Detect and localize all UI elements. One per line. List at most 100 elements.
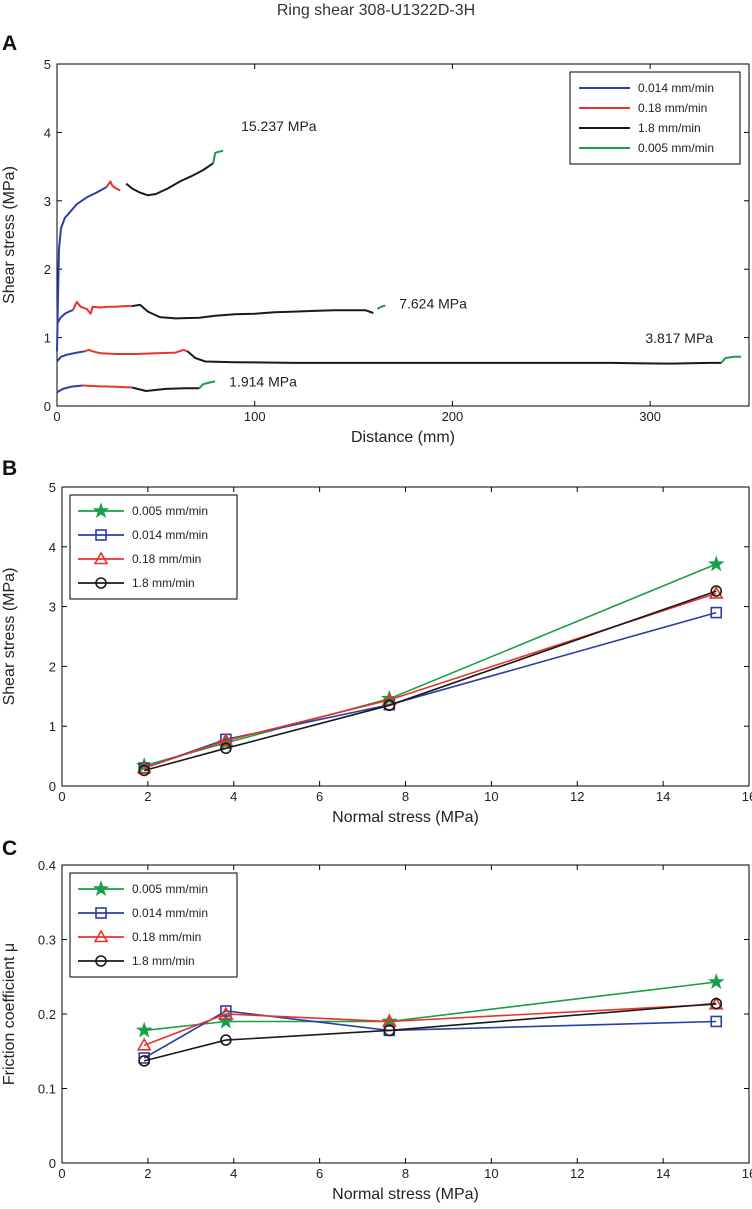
curve-segment xyxy=(198,380,216,389)
x-tick-label: 300 xyxy=(639,409,661,424)
x-axis-label: Normal stress (MPa) xyxy=(332,1186,479,1203)
y-tick-label: 5 xyxy=(49,480,56,495)
marker-square xyxy=(220,1005,232,1017)
marker-square xyxy=(710,606,723,619)
marker-triangle xyxy=(93,551,109,565)
marker-circle xyxy=(220,742,232,755)
chart-panel-c: 0 2 4 6 8 10 12 14 16 0 0.1 0.2 0.3 0.4 Normal stress … xyxy=(1,858,752,1203)
x-axis-label: Normal stress (MPa) xyxy=(332,809,479,826)
curve-segment xyxy=(56,384,83,394)
marker-star xyxy=(92,502,110,519)
marker-circle xyxy=(95,577,107,589)
curve-segment xyxy=(84,348,188,355)
x-tick-label: 12 xyxy=(570,1166,584,1181)
normal-stress-label: 3.817 MPa xyxy=(645,330,713,346)
marker-star xyxy=(92,880,110,897)
y-tick-label: 5 xyxy=(44,57,51,72)
marker-circle xyxy=(220,1034,232,1046)
y-tick-label: 0 xyxy=(44,399,51,414)
curve-segment xyxy=(56,186,107,352)
y-tick-label: 0.2 xyxy=(38,1007,56,1022)
x-axis-label: Distance (mm) xyxy=(351,429,455,446)
panel-label-c: C xyxy=(2,837,18,860)
marker-star xyxy=(707,555,725,572)
x-tick-label: 6 xyxy=(316,789,323,804)
y-axis-label: Friction coefficient μ xyxy=(1,943,18,1085)
marker-circle xyxy=(138,764,150,777)
legend-label: 0.18 mm/min xyxy=(638,101,707,115)
series-line xyxy=(143,1010,717,1059)
curve-segment xyxy=(376,304,386,310)
legend-label: 0.18 mm/min xyxy=(132,552,201,566)
x-tick-label: 10 xyxy=(484,1166,498,1181)
x-tick-label: 6 xyxy=(316,1166,323,1181)
legend-label: 0.18 mm/min xyxy=(132,930,201,944)
curve-segment xyxy=(56,350,85,363)
marker-circle xyxy=(138,1055,150,1067)
marker-star xyxy=(707,973,725,990)
x-tick-label: 0 xyxy=(58,1166,65,1181)
legend-label: 0.014 mm/min xyxy=(638,81,714,95)
curve-segment xyxy=(82,384,133,389)
x-tick-label: 14 xyxy=(656,789,670,804)
x-tick-label: 14 xyxy=(656,1166,670,1181)
curve-segment xyxy=(56,309,74,325)
x-tick-label: 4 xyxy=(230,789,237,804)
marker-square xyxy=(138,1052,150,1064)
marker-square xyxy=(710,1015,723,1028)
x-tick-label: 10 xyxy=(484,789,498,804)
curve-segment xyxy=(131,303,374,320)
y-tick-label: 0 xyxy=(49,1156,56,1171)
legend-label: 0.014 mm/min xyxy=(132,906,208,920)
series-line xyxy=(143,590,717,772)
series-line xyxy=(143,1003,717,1047)
normal-stress-label: 15.237 MPa xyxy=(241,118,317,134)
curve-segment xyxy=(212,149,224,164)
marker-star xyxy=(381,689,398,706)
y-tick-label: 0.3 xyxy=(38,933,56,948)
marker-triangle xyxy=(218,732,234,746)
x-tick-label: 0 xyxy=(53,409,60,424)
marker-square xyxy=(95,907,107,919)
x-tick-label: 12 xyxy=(570,789,584,804)
curve-segment xyxy=(186,350,722,365)
y-tick-label: 1 xyxy=(44,331,51,346)
y-tick-label: 3 xyxy=(49,600,56,615)
series-line xyxy=(144,1002,717,1062)
x-tick-label: 8 xyxy=(402,1166,409,1181)
normal-stress-label: 7.624 MPa xyxy=(399,295,467,311)
y-axis-label: Shear stress (MPa) xyxy=(1,166,18,304)
panel-label-a: A xyxy=(2,32,18,55)
x-tick-label: 8 xyxy=(402,789,409,804)
series-line xyxy=(143,592,717,769)
y-tick-label: 2 xyxy=(49,659,56,674)
marker-star xyxy=(135,1021,153,1038)
legend-label: 0.014 mm/min xyxy=(132,528,208,542)
x-tick-label: 100 xyxy=(244,409,266,424)
y-tick-label: 4 xyxy=(49,540,56,555)
plot-frame xyxy=(56,63,750,407)
y-tick-label: 2 xyxy=(44,262,51,277)
curve-segment xyxy=(105,180,121,192)
figure-title: Ring shear 308-U1322D-3H xyxy=(276,2,476,19)
marker-circle xyxy=(710,585,723,597)
y-tick-label: 3 xyxy=(44,194,51,209)
legend-label: 1.8 mm/min xyxy=(638,121,701,135)
x-tick-label: 16 xyxy=(742,1166,752,1181)
panel-label-b: B xyxy=(2,457,18,480)
curve-segment xyxy=(125,162,214,197)
legend-label: 0.005 mm/min xyxy=(638,141,714,155)
y-tick-label: 0 xyxy=(49,779,56,794)
normal-stress-label: 1.914 MPa xyxy=(229,373,297,389)
x-tick-label: 2 xyxy=(144,1166,151,1181)
marker-triangle xyxy=(136,1037,152,1051)
y-axis-label: Shear stress (MPa) xyxy=(1,568,18,706)
x-tick-label: 200 xyxy=(442,409,464,424)
marker-circle xyxy=(95,955,107,967)
legend-label: 0.005 mm/min xyxy=(132,882,208,896)
curve-segment xyxy=(720,355,742,364)
x-tick-label: 0 xyxy=(58,789,65,804)
y-tick-label: 0.4 xyxy=(38,858,56,873)
x-tick-label: 16 xyxy=(742,789,752,804)
